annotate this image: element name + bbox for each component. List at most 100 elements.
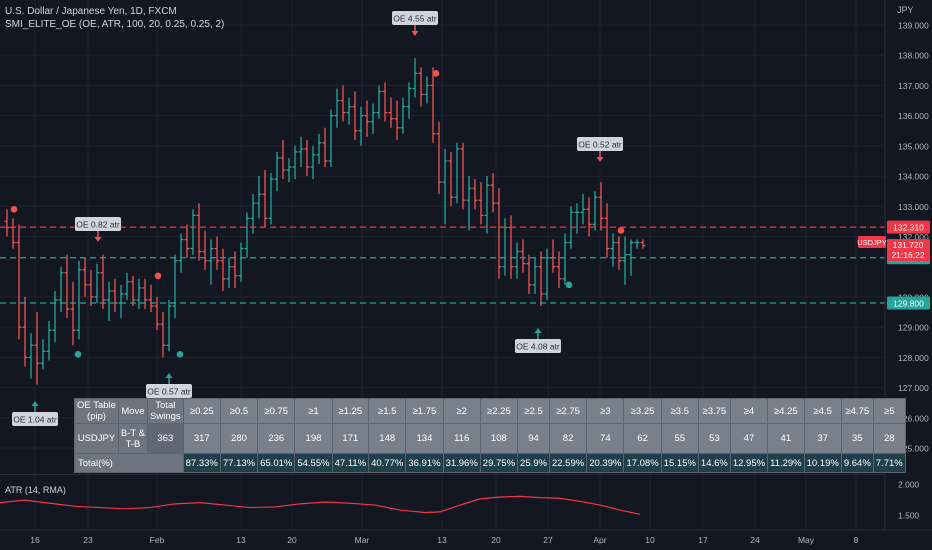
ohlc-bar xyxy=(172,254,178,319)
swing-dot xyxy=(565,281,573,289)
ohlc-bar xyxy=(298,136,304,168)
percent-cell: 14.6% xyxy=(697,453,731,473)
oe-label-box xyxy=(146,384,192,398)
price-tick-label: 137.000 xyxy=(898,81,929,91)
ohlc-bar xyxy=(538,251,544,306)
oe-annotation[interactable]: OE 4.55 atr xyxy=(392,11,438,36)
oe-label-box xyxy=(392,11,438,25)
price-tick-label: 134.000 xyxy=(898,172,929,182)
threshold-cell: ≥1 xyxy=(294,398,333,424)
threshold-cell: ≥3.75 xyxy=(697,398,731,424)
oe-table-title: OE Table (pip) xyxy=(74,398,119,424)
ohlc-bar xyxy=(604,203,610,258)
threshold-cell: ≥0.75 xyxy=(257,398,296,424)
price-levels xyxy=(0,226,885,304)
threshold-cell: ≥2.75 xyxy=(548,398,588,424)
percent-cell: 7.71% xyxy=(872,453,906,473)
count-cell: 62 xyxy=(623,423,662,454)
percent-cell: 10.19% xyxy=(803,453,842,473)
atr-pane: 2.000 1.500 xyxy=(0,480,920,521)
level-tag-red[interactable]: 132.310 xyxy=(887,220,930,234)
ohlc-bar xyxy=(274,151,280,192)
count-cell: 53 xyxy=(697,423,731,454)
ohlc-bar xyxy=(424,76,430,104)
threshold-cell: ≥1.25 xyxy=(331,398,370,424)
count-cell: 108 xyxy=(479,423,519,454)
ohlc-bar xyxy=(394,100,400,140)
oe-label-box xyxy=(515,339,561,353)
price-tick-label: 136.000 xyxy=(898,111,929,121)
price-tick-label: 138.000 xyxy=(898,51,929,61)
atr-line xyxy=(0,495,641,515)
ohlc-bar xyxy=(430,67,436,143)
count-cell: 82 xyxy=(548,423,588,454)
threshold-cell: ≥3.25 xyxy=(623,398,662,424)
count-cell: 55 xyxy=(660,423,699,454)
ohlc-bar xyxy=(532,257,538,294)
ohlc-bar xyxy=(436,121,442,195)
ohlc-bar xyxy=(226,257,232,288)
time-tick-label: 27 xyxy=(543,535,553,545)
ohlc-bar xyxy=(328,109,334,168)
ohlc-bar xyxy=(334,88,340,128)
swing-dot xyxy=(154,272,162,280)
count-cell: 35 xyxy=(840,423,874,454)
ohlc-bar xyxy=(208,239,214,285)
ohlc-bar xyxy=(94,263,100,303)
level-tag-red-text: 132.310 xyxy=(893,222,924,232)
ohlc-bar xyxy=(454,142,460,204)
ohlc-bar xyxy=(202,230,208,270)
oe-annotations: OE 4.55 atr OE 0.52 atr OE 0.82 atr OE 4.08… xyxy=(12,11,623,426)
ohlc-bar xyxy=(556,251,562,288)
oe-arrow-down-icon xyxy=(596,157,604,162)
percent-cell: 25.9% xyxy=(517,453,550,473)
count-cell: 28 xyxy=(872,423,906,454)
time-tick-label: Mar xyxy=(355,535,370,545)
ohlc-bar xyxy=(340,85,346,122)
ohlc-bar xyxy=(310,145,316,180)
ohlc-bar xyxy=(286,157,292,183)
ohlc-bar xyxy=(106,281,112,322)
oe-annotation[interactable]: OE 1.04 atr xyxy=(12,401,58,426)
symbol-title: U.S. Dollar / Japanese Yen, 1D, FXCM xyxy=(5,6,177,17)
oe-annotation[interactable]: OE 0.57 atr xyxy=(146,373,192,398)
ohlc-bar xyxy=(514,242,520,279)
ohlc-bar xyxy=(370,103,376,134)
oe-annotation[interactable]: OE 0.52 atr xyxy=(577,137,623,162)
ohlc-bar xyxy=(292,145,298,180)
ohlc-bar xyxy=(52,290,58,343)
ohlc-bar xyxy=(616,236,622,270)
swing-dot xyxy=(74,351,82,358)
symbol-badge-text: USDJPY xyxy=(857,238,887,247)
price-axis[interactable]: 139.000 138.000 137.000 136.000 135.000 134.0… xyxy=(857,0,930,530)
time-tick-label: 23 xyxy=(83,535,93,545)
ohlc-bar xyxy=(358,106,364,146)
ohlc-bar xyxy=(346,97,352,125)
total-label: Total(%) xyxy=(74,453,184,473)
level-tag-teal-low[interactable]: 129.800 xyxy=(887,296,930,310)
level-tag-teal-low-text: 129.800 xyxy=(893,298,924,308)
oe-label-box xyxy=(12,412,58,426)
oe-label-text: OE 0.57 atr xyxy=(147,387,191,397)
symbol-cell: USDJPY xyxy=(74,423,119,454)
atr-title[interactable]: ATR (14, RMA) xyxy=(5,485,66,495)
oe-arrow-up-icon xyxy=(31,401,39,406)
level-tag-red-bg xyxy=(887,220,930,234)
percent-cell: 47.11% xyxy=(331,453,370,473)
indicator-title[interactable]: SMI_ELITE_OE (OE, ATR, 100, 20, 0.25, 0.… xyxy=(5,19,225,30)
count-cell: 236 xyxy=(257,423,296,454)
oe-arrow-down-icon xyxy=(411,31,419,36)
price-bars xyxy=(4,58,646,385)
price-tick-label: 133.000 xyxy=(898,202,929,212)
ohlc-bar xyxy=(214,236,220,270)
ohlc-bar xyxy=(178,233,184,273)
percent-cell: 20.39% xyxy=(586,453,625,473)
oe-annotation[interactable]: OE 0.82 atr xyxy=(75,217,121,242)
symbol-badge[interactable]: USDJPY xyxy=(857,235,887,248)
oe-table-header-row: OE Table (pip) Move Total Swings ≥0.25 ≥0.… xyxy=(74,398,906,424)
count-cell: 198 xyxy=(294,423,333,454)
oe-annotation[interactable]: OE 4.08 atr xyxy=(515,328,561,353)
threshold-cell: ≥3 xyxy=(586,398,625,424)
oe-arrow-down-icon xyxy=(94,237,102,242)
